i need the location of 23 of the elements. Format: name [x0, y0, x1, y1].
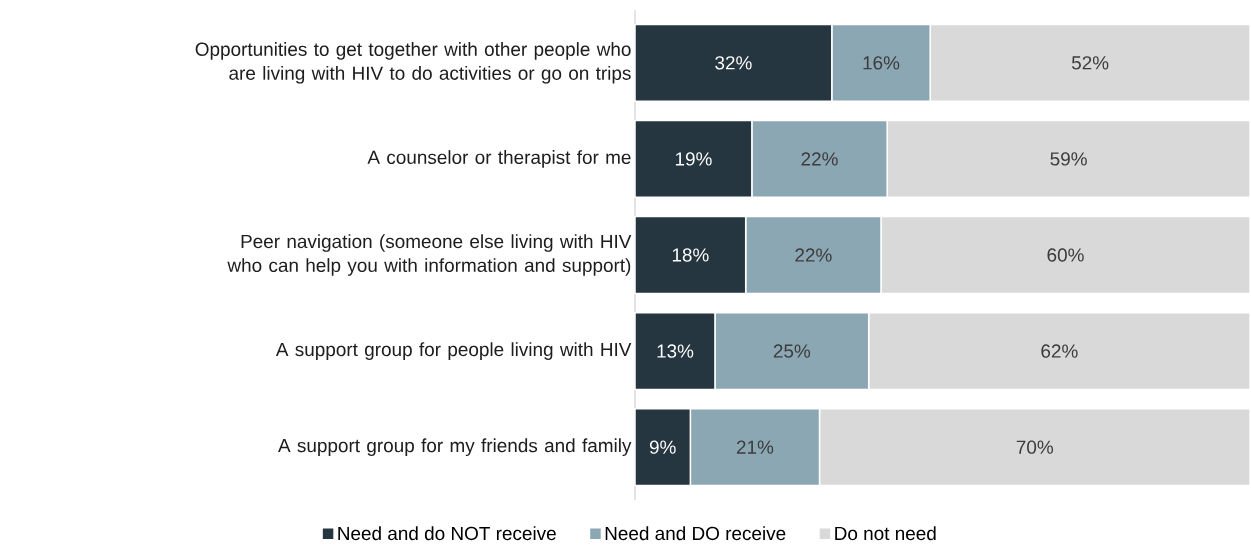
- data-label: 52%: [1071, 56, 1109, 70]
- data-label: 60%: [1047, 248, 1084, 262]
- data-label: 19%: [675, 152, 712, 166]
- y-tick-label: A counselor or therapist for me: [367, 150, 631, 168]
- y-tick-label: Peer navigation (someone else living with HIV who can help you with information and support): [227, 234, 632, 276]
- data-label: 70%: [1016, 440, 1054, 454]
- data-label: 25%: [773, 344, 811, 358]
- data-label: 9%: [649, 440, 676, 454]
- legend-label: Need and do NOT receive: [338, 526, 556, 541]
- data-label: 13%: [657, 344, 694, 358]
- data-label: 62%: [1041, 344, 1078, 358]
- data-label: 32%: [715, 56, 752, 70]
- data-label: 59%: [1050, 152, 1087, 166]
- data-label: 18%: [672, 248, 709, 262]
- y-tick-label: A support group for people living with HIV: [275, 342, 632, 360]
- y-tick-label: Opportunities to get together with other people who are living with HIV to do activities or go on trips: [195, 42, 631, 84]
- legend-label: Need and DO receive: [605, 526, 786, 541]
- data-label: 22%: [795, 248, 832, 262]
- legend-label: Do not need: [835, 526, 936, 541]
- data-label: 21%: [736, 440, 774, 454]
- data-label: 16%: [863, 56, 900, 70]
- data-label: 22%: [801, 152, 838, 166]
- y-tick-label: A support group for my friends and family: [278, 438, 632, 456]
